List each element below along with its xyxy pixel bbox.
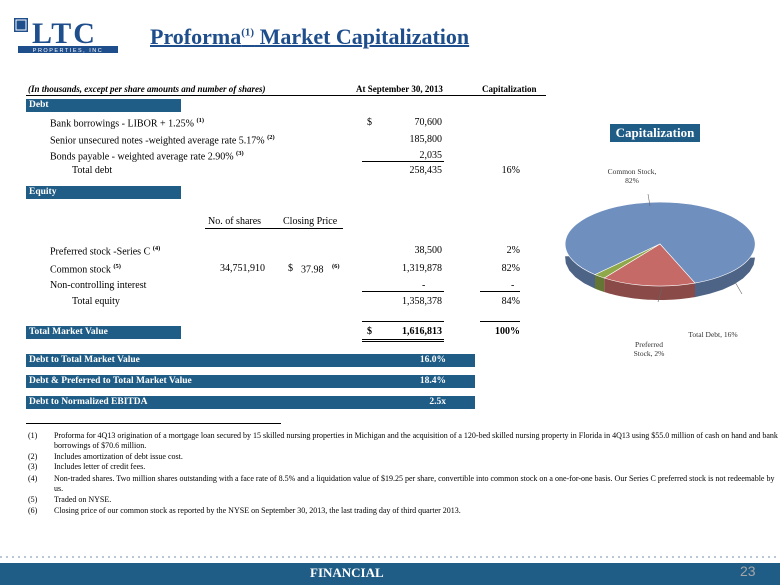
svg-text:LTC: LTC — [32, 17, 97, 50]
row-label: Bank borrowings - LIBOR + 1.25% (1) — [50, 117, 205, 130]
pie-slice-common — [564, 201, 756, 284]
chart-title: Capitalization — [610, 124, 700, 142]
equity-col-rule — [205, 228, 343, 229]
row-pct: - — [511, 280, 515, 291]
row-pct: 2% — [506, 245, 520, 256]
row-label: Preferred stock -Series C (4) — [50, 245, 161, 258]
total-equity-pct: 84% — [501, 296, 520, 307]
row-pct: 82% — [501, 263, 520, 274]
ratio-debt-to-market: Debt to Total Market Value 16.0% — [26, 354, 475, 367]
footer-divider — [0, 556, 780, 558]
dollar-sign: $ — [367, 326, 372, 337]
row-value: 70,600 — [414, 117, 443, 128]
total-rule — [362, 321, 444, 322]
row-label: Non-controlling interest — [50, 280, 147, 291]
total-rule — [480, 321, 520, 322]
page-title: Proforma(1) Market Capitalization — [150, 24, 470, 49]
header-rule — [26, 95, 546, 96]
section-debt: Debt — [26, 99, 181, 112]
page-number: 23 — [740, 563, 756, 579]
row-value: - — [422, 280, 426, 291]
ratio-debt-to-ebitda: Debt to Normalized EBITDA 2.5x — [26, 396, 475, 409]
pie-leader-line — [657, 287, 663, 303]
row-value: 38,500 — [414, 245, 443, 256]
row-label: Bonds payable - weighted average rate 2.… — [50, 150, 244, 163]
ratio-debt-preferred-to-market: Debt & Preferred to Total Market Value 1… — [26, 375, 475, 388]
units-note: (In thousands, except per share amounts … — [28, 84, 266, 94]
row-label: Senior unsecured notes -weighted average… — [50, 134, 275, 147]
total-equity-label: Total equity — [72, 296, 120, 307]
col-header-shares: No. of shares — [208, 216, 262, 227]
total-debt-pct: 16% — [501, 165, 520, 176]
ltc-logo: LTC PROPERTIES, INC — [14, 17, 118, 54]
pie-slice-preferred — [594, 243, 661, 279]
double-rule — [362, 339, 444, 342]
dollar-sign: $ — [288, 263, 293, 274]
col-header-price: Closing Price — [283, 216, 338, 227]
pie-slice-preferred-side — [595, 274, 605, 292]
total-equity-value: 1,358,378 — [402, 296, 442, 307]
common-price: 37.98 (6) — [301, 263, 340, 276]
total-market-value-label: Total Market Value — [26, 326, 181, 339]
pie-slice-debt — [603, 243, 696, 287]
pie-label-preferred: Preferred Stock, 2% — [633, 340, 665, 358]
total-debt-value: 258,435 — [409, 165, 443, 176]
pie-label-debt: Total Debt, 16% — [688, 330, 738, 339]
dollar-sign: $ — [367, 117, 372, 128]
capitalization-pie-chart — [564, 193, 756, 303]
row-value: 185,800 — [409, 134, 443, 145]
subtotal-rule — [362, 291, 444, 292]
total-market-pct: 100% — [495, 326, 520, 337]
notes-rule — [26, 423, 281, 424]
section-equity: Equity — [26, 186, 181, 199]
common-shares: 34,751,910 — [220, 263, 265, 274]
col-header-date: At September 30, 2013 — [356, 84, 443, 94]
col-header-capitalization: Capitalization — [482, 84, 537, 94]
footer-section-label: FINANCIAL — [310, 565, 384, 580]
total-market-value: 1,616,813 — [402, 326, 442, 337]
row-label: Common stock (5) — [50, 263, 121, 276]
row-value: 2,035 — [419, 150, 443, 161]
pie-leader-line — [647, 193, 651, 207]
pie-leader-line — [734, 281, 743, 295]
subtotal-rule — [480, 291, 520, 292]
row-value: 1,319,878 — [402, 263, 442, 274]
subtotal-rule — [362, 161, 444, 162]
pie-label-common: Common Stock, 82% — [607, 167, 657, 185]
footer-bar — [0, 563, 780, 585]
total-debt-label: Total debt — [72, 165, 113, 176]
svg-text:PROPERTIES, INC: PROPERTIES, INC — [33, 48, 103, 54]
